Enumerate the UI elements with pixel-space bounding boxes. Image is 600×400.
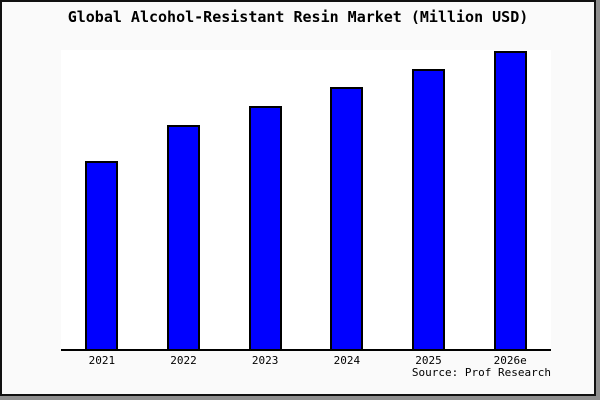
chart-title: Global Alcohol-Resistant Resin Market (M… — [67, 8, 529, 26]
source-credit: Source: Prof Research — [411, 366, 551, 379]
x-tick-label-2022: 2022 — [170, 354, 197, 367]
bar-2026e — [493, 51, 527, 349]
x-tick-label-2021: 2021 — [88, 354, 116, 367]
x-axis-labels: 2021 2022 2023 2024 2025 2026e — [61, 354, 551, 367]
x-tick-label-2023: 2023 — [251, 354, 279, 367]
x-tick-label-2025: 2025 — [415, 354, 442, 367]
bar-2022 — [166, 125, 200, 349]
plot-area — [61, 50, 551, 349]
bar-2024 — [330, 87, 364, 349]
x-axis-line — [61, 349, 551, 351]
bar-2025 — [411, 69, 445, 349]
x-tick-label-2024: 2024 — [333, 354, 361, 367]
bar-2021 — [85, 161, 119, 349]
x-tick-label-2026e: 2026e — [493, 354, 527, 367]
bar-2023 — [248, 106, 282, 349]
